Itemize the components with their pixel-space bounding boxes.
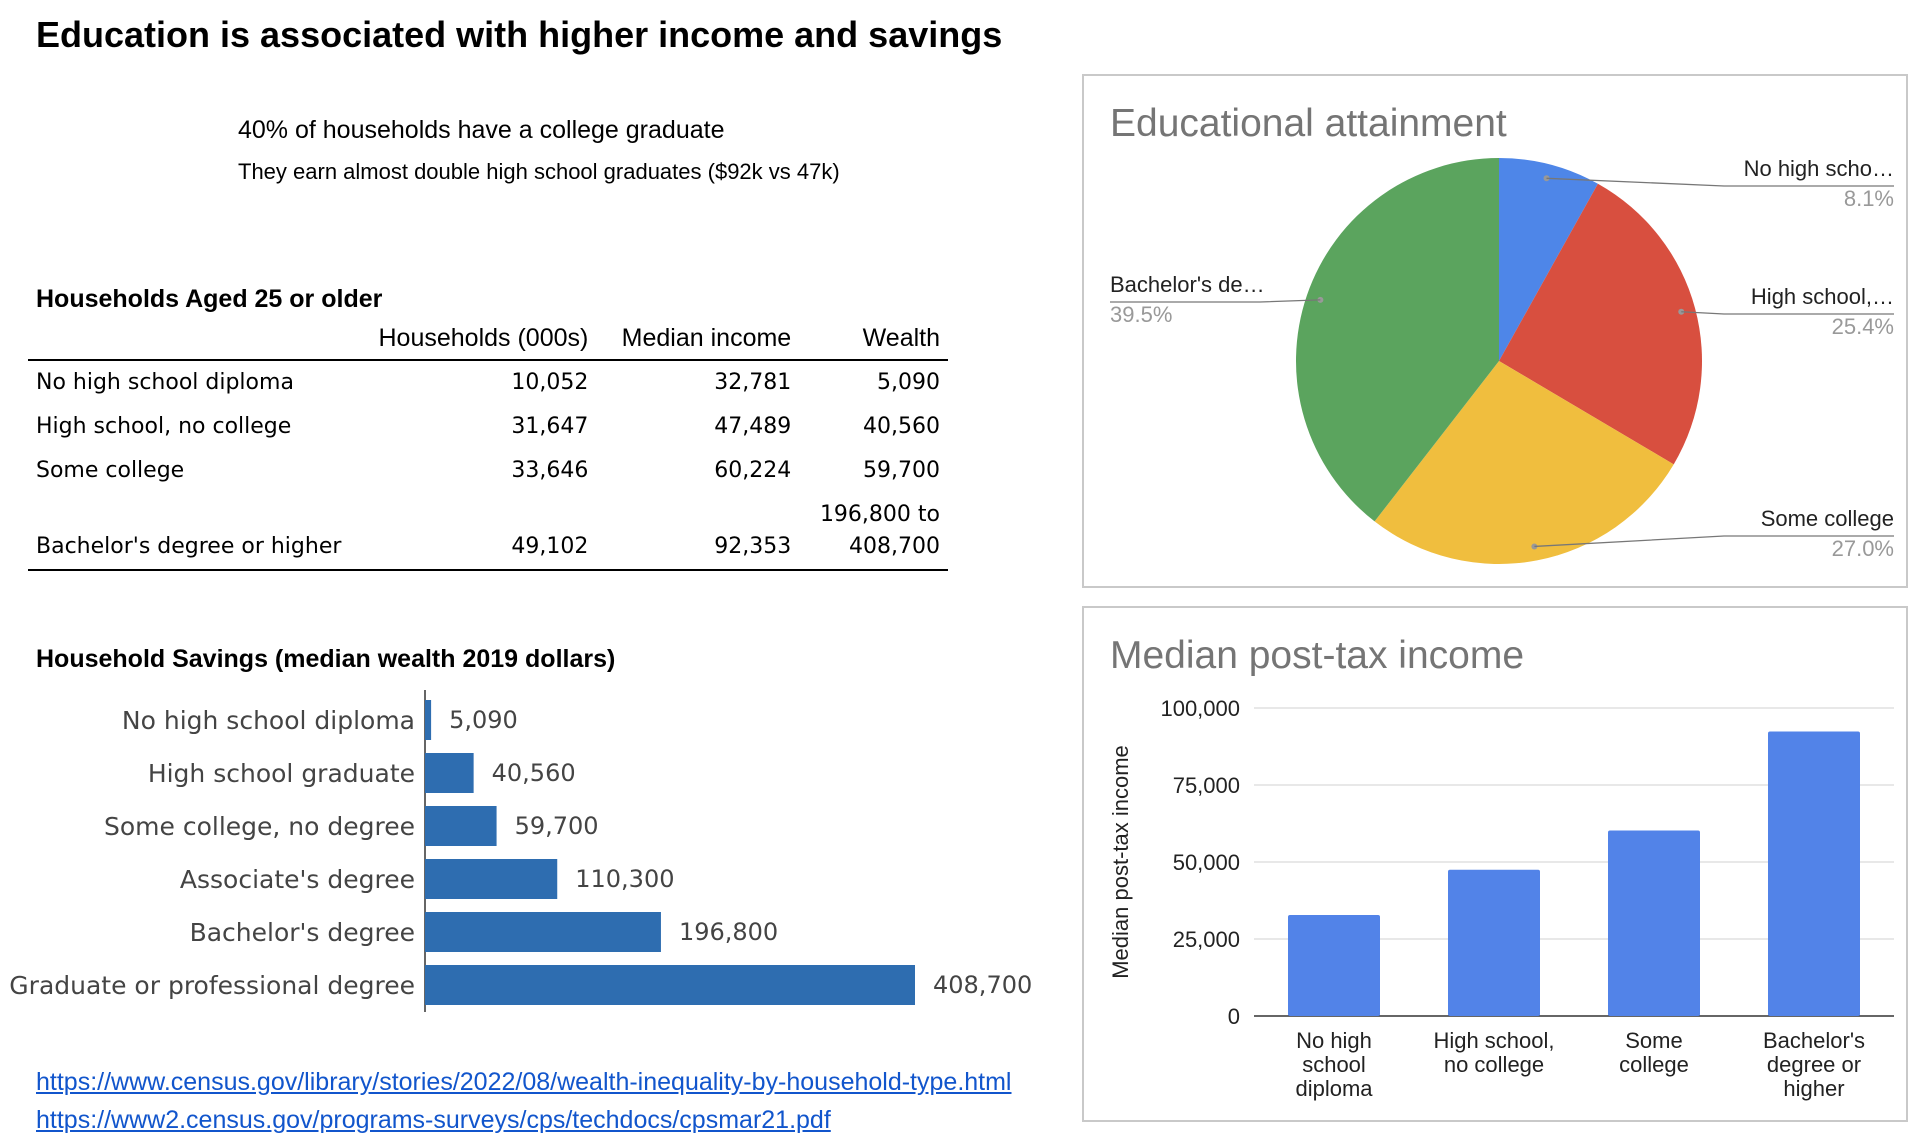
savings-value-label: 5,090 [449, 706, 518, 734]
wealth-cell-line2: 408,700 [849, 534, 940, 559]
wealth-cell: 40,560 [863, 414, 940, 439]
wealth-cell: 59,700 [863, 458, 940, 483]
households-cell: 10,052 [511, 370, 589, 395]
y-tick-label: 75,000 [1173, 773, 1240, 798]
x-category-label: Some [1625, 1028, 1682, 1053]
income-cell: 60,224 [714, 458, 792, 483]
income-cell: 92,353 [596, 493, 800, 571]
pie-chart-svg: Educational attainment No high scho… 8.1% H… [1110, 102, 1894, 564]
pie-leader-dot [1543, 175, 1550, 182]
income-cell: 47,489 [714, 414, 792, 439]
pie-slice [1296, 158, 1499, 522]
savings-category-label: Bachelor's degree [190, 918, 415, 947]
y-tick-label: 100,000 [1160, 696, 1240, 721]
table-row: High school, no college 31,647 47,489 40… [28, 405, 948, 449]
y-tick-label: 50,000 [1173, 850, 1240, 875]
column-header-label [28, 320, 350, 361]
x-category-label: diploma [1295, 1076, 1373, 1101]
row-label: No high school diploma [36, 370, 294, 395]
pie-slice-label: No high scho… [1744, 156, 1894, 181]
savings-value-label: 59,700 [515, 812, 599, 840]
wealth-cell: 196,800 to 408,700 [799, 493, 948, 571]
pie-chart-title: Educational attainment [1110, 102, 1507, 145]
savings-bar [425, 859, 558, 899]
savings-bar-chart: No high school diploma 5,090 High school g… [9, 690, 1032, 1012]
table-row: Some college 33,646 60,224 59,700 [28, 449, 948, 493]
wealth-cell: 5,090 [877, 370, 940, 395]
x-category-label: no college [1444, 1052, 1544, 1077]
households-cell: 49,102 [349, 493, 597, 571]
table-row: No high school diploma 10,052 32,781 5,0… [28, 360, 948, 405]
y-tick-label: 0 [1228, 1004, 1240, 1029]
households-cell: 31,647 [511, 414, 589, 439]
income-chart-svg: Median post-tax income 0 25,000 50,000 75,00… [1108, 634, 1894, 1101]
households-cell: 33,646 [511, 458, 589, 483]
savings-value-label: 196,800 [679, 918, 778, 946]
savings-bar [425, 965, 915, 1005]
income-bar [1448, 869, 1540, 1016]
pie-slice-percent: 25.4% [1832, 314, 1894, 339]
census-wealth-link[interactable]: https://www.census.gov/library/stories/2… [36, 1068, 1012, 1096]
savings-bar [425, 912, 661, 952]
summary-subheadline: They earn almost double high school grad… [238, 159, 840, 184]
x-category-label: higher [1783, 1076, 1844, 1101]
y-tick-label: 25,000 [1173, 927, 1240, 952]
households-table: Households (000s) Median income Wealth N… [28, 320, 948, 571]
income-chart-title: Median post-tax income [1110, 634, 1524, 677]
x-category-label: Bachelor's [1763, 1028, 1865, 1053]
savings-bar [425, 806, 497, 846]
x-category-label: degree or [1767, 1052, 1861, 1077]
wealth-cell-line1: 196,800 to [819, 502, 940, 527]
row-label: Some college [36, 458, 185, 483]
row-label: High school, no college [36, 414, 292, 439]
savings-category-label: Some college, no degree [104, 812, 415, 841]
pie-leader-dot [1531, 543, 1538, 550]
households-table-title: Households Aged 25 or older [36, 285, 383, 313]
income-bar [1288, 915, 1380, 1016]
census-techdocs-link[interactable]: https://www2.census.gov/programs-surveys… [36, 1106, 831, 1134]
table-row: Bachelor's degree or higher 49,102 92,35… [28, 493, 948, 571]
row-label: Bachelor's degree or higher [28, 493, 350, 571]
pie-slice-percent: 8.1% [1844, 186, 1894, 211]
x-category-label: No high [1296, 1028, 1372, 1053]
column-header-households: Households (000s) [349, 320, 597, 361]
savings-category-label: High school graduate [148, 759, 415, 788]
pie-slice-percent: 39.5% [1110, 302, 1172, 327]
savings-chart-title: Household Savings (median wealth 2019 do… [36, 645, 616, 673]
savings-value-label: 408,700 [933, 971, 1032, 999]
pie-slice [1499, 183, 1702, 465]
educational-attainment-chart: Educational attainment No high scho… 8.1% H… [1082, 74, 1908, 588]
column-header-income: Median income [596, 320, 800, 361]
column-header-wealth: Wealth [799, 320, 948, 361]
page-title: Education is associated with higher inco… [36, 14, 1003, 55]
pie-slice [1499, 158, 1598, 361]
savings-value-label: 110,300 [575, 865, 674, 893]
y-axis-label: Median post-tax income [1108, 745, 1133, 979]
pie-leader-line [1534, 535, 1894, 548]
pie-slice-label: High school,… [1751, 284, 1894, 309]
pie-slice-label: Bachelor's de… [1110, 272, 1265, 297]
income-cell: 32,781 [714, 370, 792, 395]
pie-leader-line [1110, 299, 1321, 303]
pie-slice-label: Some college [1761, 506, 1894, 531]
savings-bar [425, 753, 474, 793]
savings-category-label: Graduate or professional degree [9, 971, 415, 1000]
pie-leader-line [1681, 311, 1894, 315]
savings-value-label: 40,560 [492, 759, 576, 787]
savings-category-label: No high school diploma [122, 706, 415, 735]
summary-headline: 40% of households have a college graduat… [238, 116, 725, 144]
savings-category-label: Associate's degree [180, 865, 415, 894]
x-category-label: High school, [1433, 1028, 1554, 1053]
pie-leader-line [1546, 177, 1894, 187]
pie-slice [1374, 361, 1674, 564]
income-bar [1768, 731, 1860, 1016]
median-income-chart: Median post-tax income 0 25,000 50,000 75,00… [1082, 606, 1908, 1122]
x-category-label: school [1302, 1052, 1366, 1077]
savings-bar [425, 700, 432, 740]
pie-slice-percent: 27.0% [1832, 536, 1894, 561]
table-header-row: Households (000s) Median income Wealth [28, 320, 948, 361]
income-bar [1608, 830, 1700, 1016]
x-category-label: college [1619, 1052, 1689, 1077]
